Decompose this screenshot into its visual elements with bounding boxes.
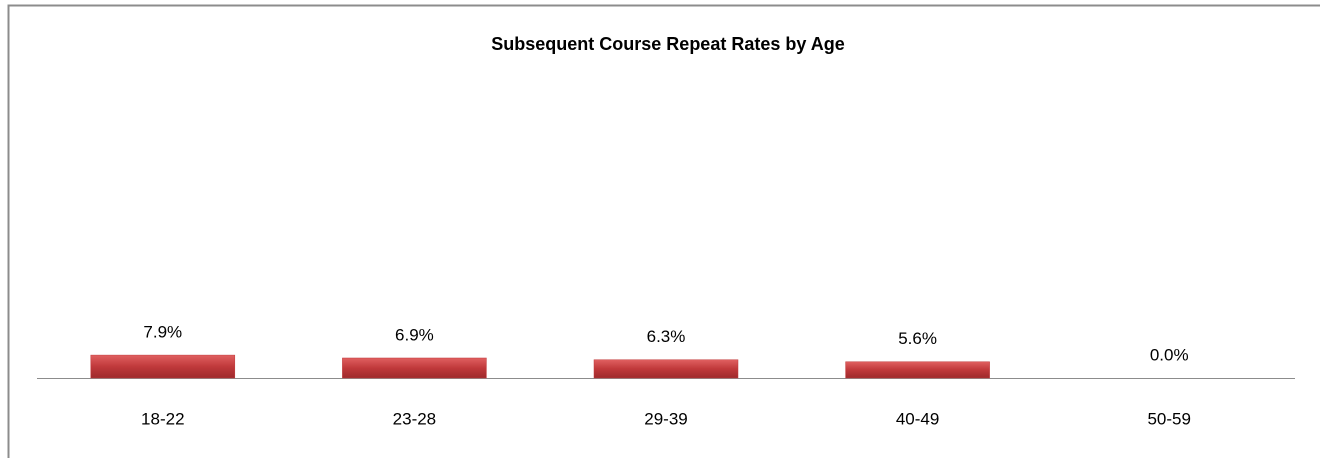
data-label: 0.0% [1150,345,1189,364]
x-tick-label: 18-22 [141,409,184,428]
bar [90,354,236,379]
data-label: 5.6% [898,329,937,348]
x-tick-label: 40-49 [896,409,939,428]
chart-title: Subsequent Course Repeat Rates by Age [491,34,844,54]
x-tick-label: 23-28 [393,409,436,428]
bar [845,361,990,379]
chart-frame [7,4,1320,458]
data-label: 6.3% [647,327,686,346]
data-label: 6.9% [395,325,434,344]
bar [593,359,739,379]
x-tick-label: 50-59 [1147,409,1190,428]
x-tick-label: 29-39 [644,409,687,428]
bar [342,357,487,379]
data-label: 7.9% [143,323,182,342]
